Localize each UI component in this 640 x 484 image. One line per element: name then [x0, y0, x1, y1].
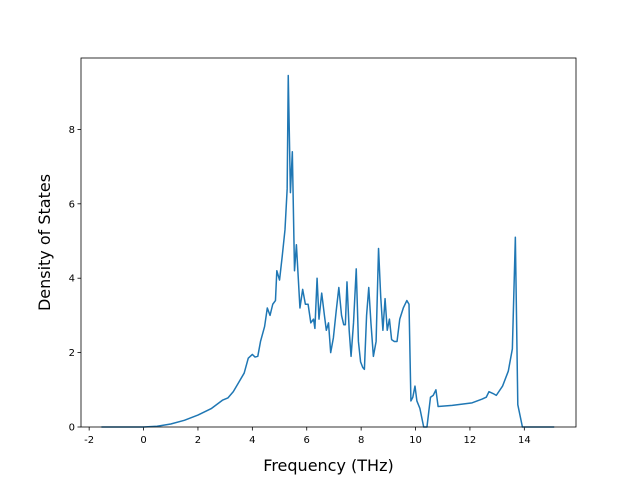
line-series	[101, 74, 555, 428]
x-tick-label: 12	[464, 435, 477, 446]
y-tick-label: 6	[69, 199, 75, 210]
y-tick-label: 2	[69, 348, 75, 359]
x-tick-label: -2	[84, 435, 94, 446]
plot-frame	[80, 57, 577, 428]
x-tick-label: 14	[518, 435, 531, 446]
x-tick-label: 8	[358, 435, 364, 446]
x-tick-label: 2	[195, 435, 201, 446]
x-tick-label: 0	[140, 435, 146, 446]
y-tick-label: 0	[69, 423, 75, 434]
x-axis-label: Frequency (THz)	[263, 456, 393, 475]
y-tick-label: 8	[69, 125, 75, 136]
y-axis-label: Density of States	[35, 174, 54, 311]
y-tick-label: 4	[69, 274, 75, 285]
x-tick-label: 6	[304, 435, 310, 446]
x-tick-label: 10	[409, 435, 422, 446]
x-tick-label: 4	[249, 435, 255, 446]
